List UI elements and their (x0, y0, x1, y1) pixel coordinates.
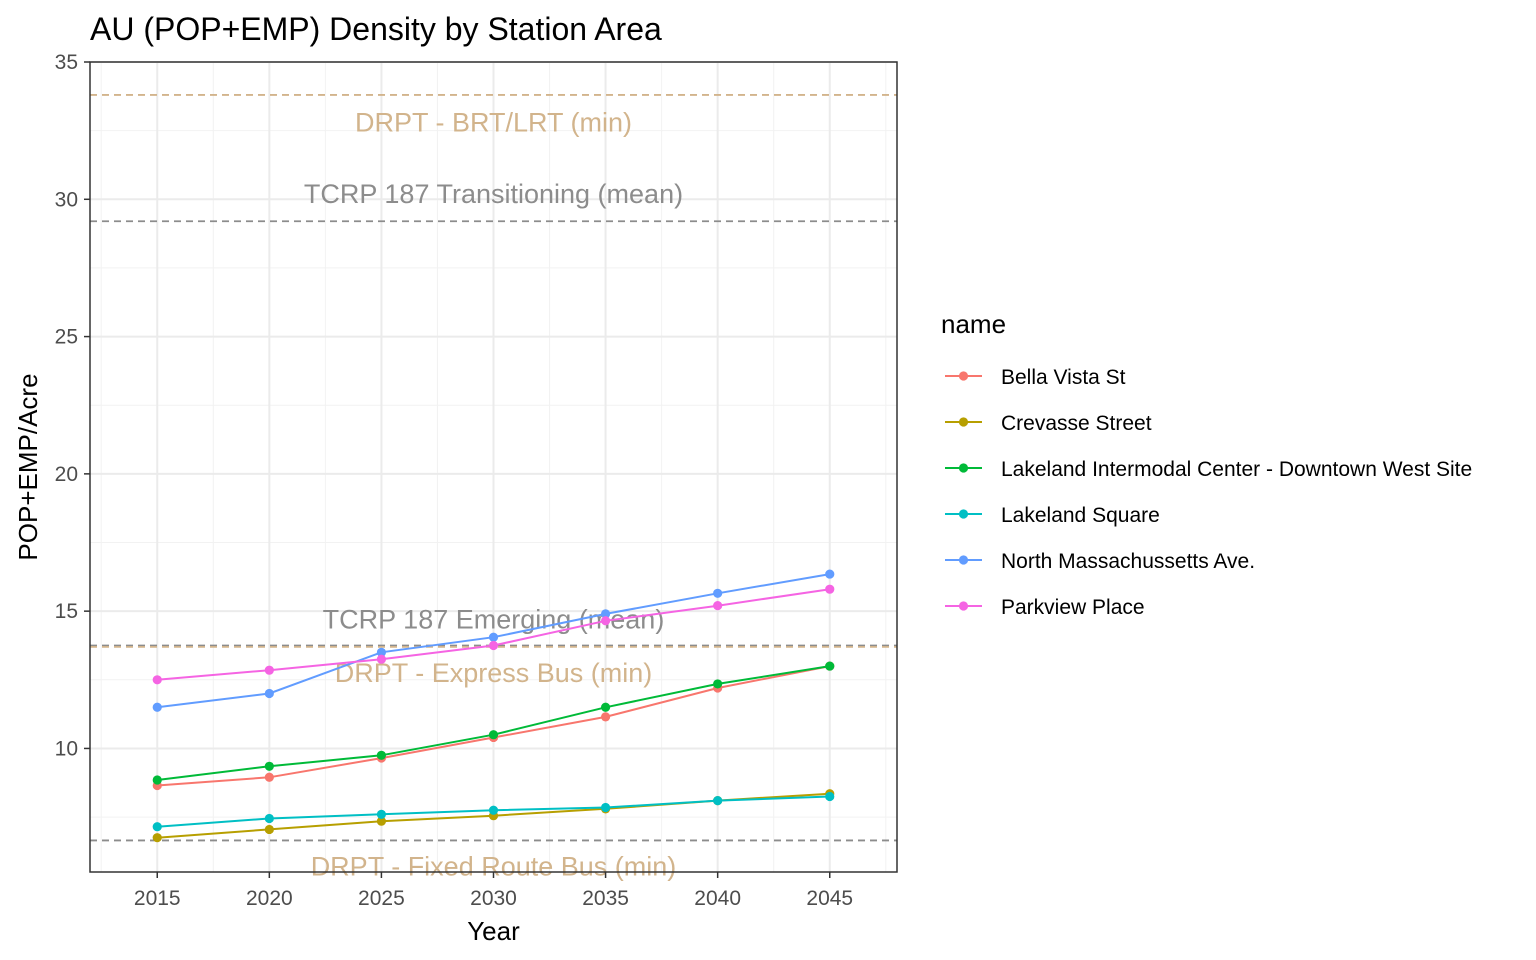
x-tick-label: 2040 (694, 887, 741, 910)
legend-label: Lakeland Intermodal Center - Downtown We… (1001, 458, 1472, 481)
data-point (600, 609, 611, 619)
legend-label: Parkview Place (1001, 596, 1145, 619)
y-tick-label: 25 (55, 326, 78, 349)
data-point (488, 730, 499, 740)
data-point (264, 665, 274, 675)
data-point (264, 813, 274, 824)
legend-key-point (958, 417, 969, 427)
legend-key-point (958, 463, 969, 473)
chart-title: AU (POP+EMP) Density by Station Area (90, 11, 662, 47)
y-tick-label: 10 (55, 737, 78, 760)
data-point (600, 802, 611, 813)
x-axis: 2015 2020 2025 2030 2035 2040 2045 (134, 872, 853, 910)
y-tick-label: 35 (55, 51, 78, 74)
data-point (600, 616, 611, 626)
x-tick-label: 2025 (358, 887, 405, 910)
y-tick-label: 30 (55, 188, 78, 211)
legend: name Bella Vista St Crevasse Street Lakela… (941, 309, 1472, 619)
x-axis-title: Year (467, 916, 520, 946)
data-point (825, 584, 835, 594)
data-point (264, 772, 274, 782)
x-tick-label: 2035 (582, 887, 629, 910)
data-point (152, 702, 162, 712)
data-point (600, 712, 611, 722)
data-point (488, 805, 499, 815)
data-point (600, 702, 611, 712)
data-point (376, 654, 387, 664)
data-point (376, 647, 387, 657)
data-point (713, 679, 723, 689)
reference-line-label: TCRP 187 Transitioning (mean) (304, 179, 683, 209)
legend-key-point (958, 371, 969, 381)
legend-label: Bella Vista St (1001, 366, 1126, 389)
legend-key-point (958, 555, 969, 565)
y-tick-label: 20 (55, 463, 78, 486)
reference-lines: DRPT - BRT/LRT (min) TCRP 187 Transitioni… (90, 94, 897, 882)
legend-key-point (958, 509, 969, 519)
data-point (376, 816, 387, 826)
data-point (264, 824, 274, 835)
legend-key-point (958, 601, 969, 611)
data-point (152, 822, 162, 832)
data-point (488, 632, 499, 642)
data-point (264, 761, 274, 771)
reference-line-label: DRPT - Express Bus (min) (335, 658, 653, 688)
plot-panel (90, 61, 897, 872)
legend-label: Crevasse Street (1001, 412, 1152, 435)
x-tick-label: 2020 (246, 887, 293, 910)
x-tick-label: 2015 (134, 887, 181, 910)
data-point (713, 601, 723, 611)
data-point (152, 675, 162, 685)
data-point (152, 833, 162, 843)
data-point (825, 661, 835, 671)
data-point (825, 569, 835, 579)
data-point (488, 640, 499, 651)
data-point (713, 796, 723, 806)
data-point (825, 791, 835, 802)
data-point (376, 750, 387, 760)
data-point (376, 809, 387, 819)
x-tick-label: 2030 (470, 887, 517, 910)
x-tick-label: 2045 (806, 887, 853, 910)
legend-label: North Massachussetts Ave. (1001, 550, 1255, 573)
legend-title: name (941, 309, 1006, 339)
data-point (713, 588, 723, 598)
data-point (152, 775, 162, 785)
y-axis: 10 15 20 25 30 35 (55, 51, 90, 760)
y-axis-title: POP+EMP/Acre (13, 373, 43, 560)
reference-line-label: DRPT - BRT/LRT (min) (355, 107, 632, 137)
data-point (264, 688, 274, 699)
legend-label: Lakeland Square (1001, 504, 1160, 527)
series-group (152, 569, 835, 843)
y-tick-label: 15 (55, 600, 78, 623)
